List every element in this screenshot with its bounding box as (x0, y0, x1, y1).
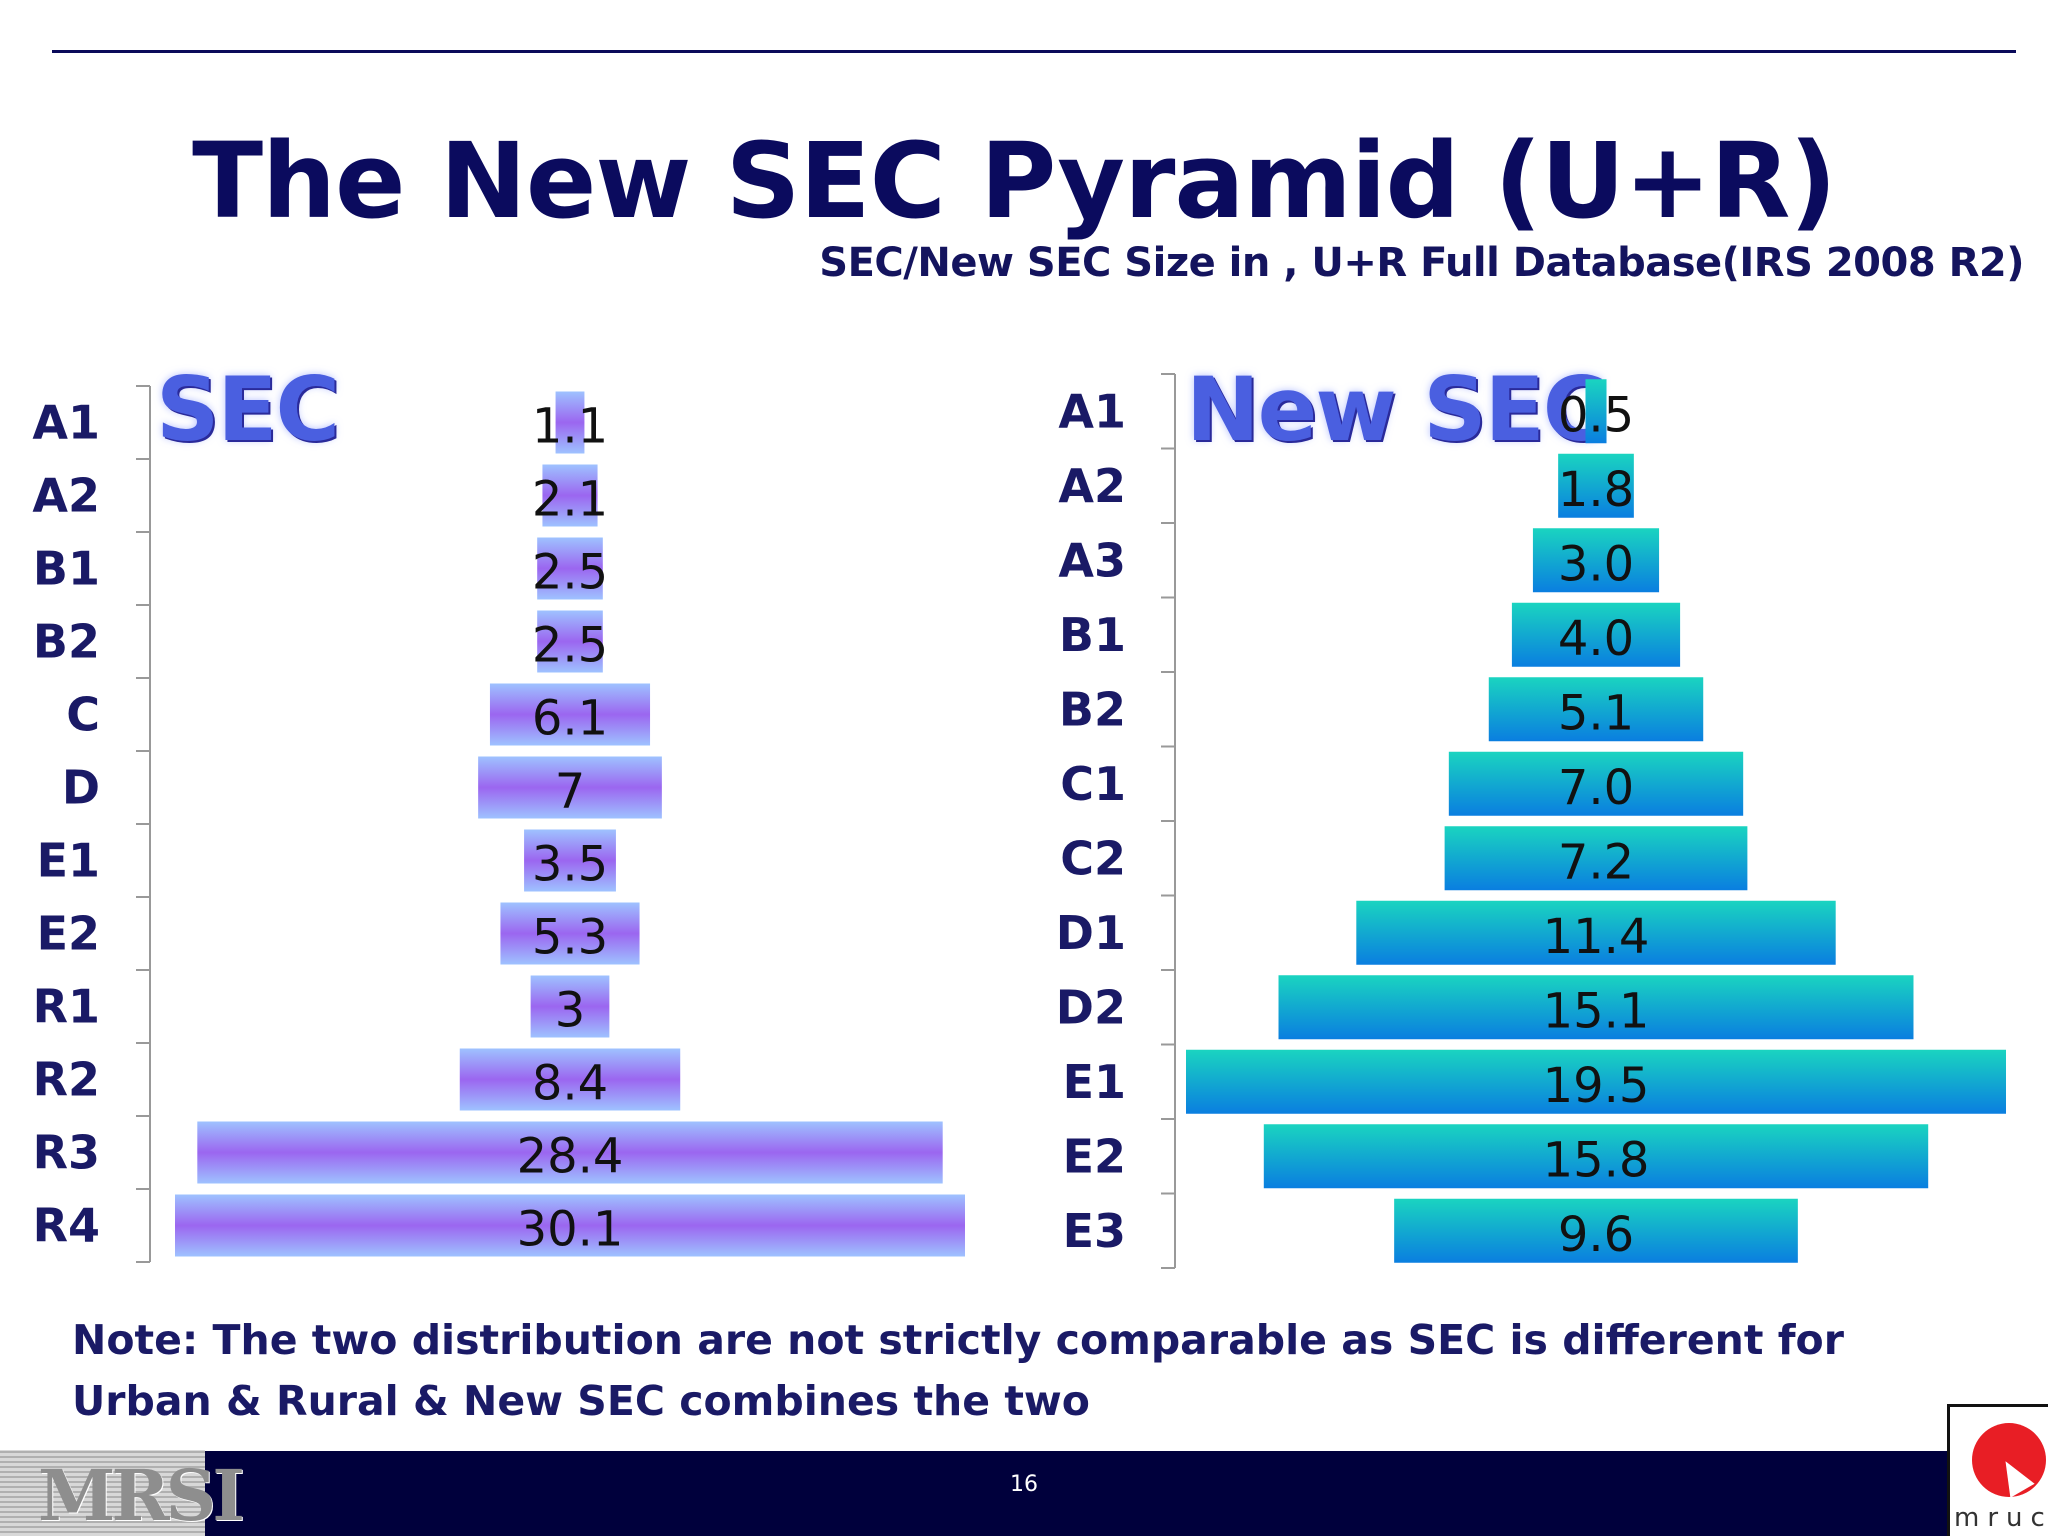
newsec-value-label: 9.6 (1558, 1207, 1634, 1263)
newsec-value-label: 4.0 (1558, 611, 1634, 667)
sec-bar-a1 (555, 391, 585, 454)
newsec-value-label: 1.8 (1558, 462, 1634, 518)
newsec-bar-b2 (1488, 677, 1704, 742)
sec-value-label: 3 (555, 983, 586, 1039)
sec-category-label: C (66, 688, 100, 742)
sec-value-label: 2.5 (532, 545, 608, 601)
sec-bar-r4 (175, 1194, 965, 1257)
newsec-bar-a1 (1585, 379, 1607, 444)
newsec-value-label: 19.5 (1543, 1058, 1650, 1114)
newsec-category-label: A2 (1058, 459, 1126, 513)
sec-bar-e2 (500, 902, 640, 965)
sec-bar-a2 (542, 464, 598, 527)
mruc-logo: mruc (1947, 1404, 2048, 1536)
newsec-value-label: 3.0 (1558, 536, 1634, 592)
sec-bar-b2 (537, 610, 603, 673)
sec-pyramid-chart: A1 1.1 A2 2.1 B1 2.5 B2 2.5 C 6.1 D 7 E1 3.5 E2 5.3 R1 3 R… (32, 385, 965, 1263)
newsec-value-label: 15.1 (1543, 983, 1650, 1039)
slide-subtitle: SEC/New SEC Size in , U+R Full Database(… (819, 240, 2024, 286)
slide-title: The New SEC Pyramid (U+R) (192, 120, 1837, 242)
newsec-bar-e3 (1394, 1198, 1798, 1263)
newsec-bar-c2 (1444, 826, 1748, 891)
newsec-value-label: 7.0 (1558, 760, 1634, 816)
sec-value-label: 2.1 (532, 472, 608, 528)
newsec-category-label: E2 (1063, 1129, 1126, 1183)
newsec-category-label: C2 (1060, 831, 1126, 885)
sec-category-label: E1 (37, 834, 100, 888)
sec-category-label: R4 (33, 1199, 100, 1253)
sec-bar-r2 (459, 1048, 681, 1111)
newsec-bar-c1 (1448, 751, 1744, 816)
mrsi-logo: MRSI (0, 1450, 245, 1537)
newsec-bar-a2 (1558, 453, 1634, 518)
sec-value-label: 7 (555, 764, 586, 820)
sec-category-label: R2 (33, 1053, 100, 1107)
sec-category-label: B2 (33, 615, 100, 669)
sec-category-label: R3 (33, 1126, 100, 1180)
newsec-category-label: D2 (1056, 980, 1126, 1034)
sec-value-label: 2.5 (532, 618, 608, 674)
sec-value-label: 8.4 (532, 1056, 608, 1112)
newsec-bar-d2 (1278, 975, 1914, 1040)
footer-bar (0, 1451, 2048, 1536)
sec-value-label: 6.1 (532, 691, 608, 747)
newsec-bar-e2 (1263, 1124, 1929, 1189)
footnote: Note: The two distribution are not stric… (72, 1316, 1844, 1425)
sec-bar-b1 (537, 537, 603, 600)
newsec-value-label: 7.2 (1558, 834, 1634, 890)
mruc-logo-disc-icon (1972, 1423, 2046, 1497)
mrsi-logo-text: MRSI (38, 1454, 245, 1537)
page-number: 16 (1010, 1472, 1038, 1497)
newsec-bar-b1 (1511, 602, 1681, 667)
mruc-logo-text: mruc (1954, 1503, 2048, 1533)
sec-value-label: 5.3 (532, 910, 608, 966)
newsec-category-label: A1 (1058, 384, 1126, 438)
sec-bar-d (478, 756, 662, 819)
sec-value-label: 30.1 (517, 1202, 624, 1258)
newsec-category-label: E3 (1063, 1204, 1126, 1258)
newsec-value-label: 15.8 (1543, 1132, 1650, 1188)
top-rule (52, 50, 2016, 53)
sec-category-label: R1 (33, 980, 100, 1034)
sec-category-label: B1 (33, 542, 100, 596)
newsec-value-label: 5.1 (1558, 685, 1634, 741)
sec-category-label: D (62, 761, 100, 815)
newsec-category-label: B1 (1059, 608, 1126, 662)
sec-category-label: A2 (32, 469, 100, 523)
sec-value-label: 3.5 (532, 837, 608, 893)
new-sec-chart-title: New SEC (1186, 358, 1607, 461)
newsec-bar-d1 (1356, 900, 1836, 965)
sec-value-label: 1.1 (532, 399, 608, 455)
sec-category-label: E2 (37, 907, 100, 961)
newsec-category-label: B2 (1059, 682, 1126, 736)
newsec-category-label: D1 (1056, 906, 1126, 960)
newsec-category-label: C1 (1060, 757, 1126, 811)
new-sec-pyramid-chart: A1 0.5 A2 1.8 A3 3.0 B1 4.0 B2 5.1 C1 7.0 C2 7.2 D1 11.… (1056, 373, 2006, 1269)
newsec-bar-a3 (1532, 528, 1660, 593)
newsec-bar-e1 (1186, 1049, 2006, 1114)
sec-bar-r1 (530, 975, 610, 1038)
sec-bar-r3 (197, 1121, 943, 1184)
newsec-category-label: E1 (1063, 1055, 1126, 1109)
newsec-category-label: A3 (1058, 533, 1126, 587)
newsec-value-label: 0.5 (1558, 387, 1634, 443)
sec-value-label: 28.4 (517, 1129, 624, 1185)
newsec-value-label: 11.4 (1543, 909, 1650, 965)
sec-chart-title: SEC (156, 358, 340, 461)
sec-bar-e1 (524, 829, 616, 892)
sec-category-label: A1 (32, 396, 100, 450)
sec-bar-c (489, 683, 651, 746)
